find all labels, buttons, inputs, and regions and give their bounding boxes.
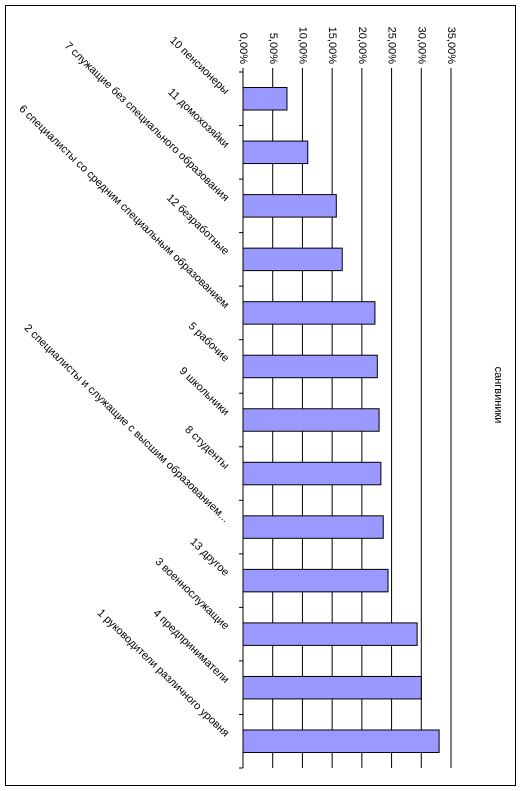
y-tick-label: 25,00%: [386, 27, 398, 65]
bar: [242, 194, 337, 218]
bar: [242, 622, 418, 646]
x-tick-label: 8 студенты: [182, 424, 231, 472]
bar: [242, 515, 384, 539]
bar: [242, 461, 382, 486]
y-tick-label: 15,00%: [326, 27, 338, 65]
x-tick-label: 9 школьники: [177, 365, 231, 418]
bar: [242, 675, 422, 700]
bar: [242, 301, 376, 325]
y-tick-label: 30,00%: [415, 27, 427, 65]
y-tick-label: 20,00%: [356, 27, 368, 65]
bar: [242, 408, 380, 432]
bar: [242, 729, 440, 753]
y-tick-label: 35,00%: [445, 27, 457, 65]
y-tick-label: 10,00%: [297, 27, 309, 65]
bar: [242, 87, 288, 111]
y-tick-label: 0,00%: [237, 33, 249, 64]
y-tick-label: 5,00%: [267, 33, 279, 64]
x-tick-label: 5 рабочие: [186, 320, 231, 364]
bar: [242, 140, 309, 165]
chart-title: сангвиники: [492, 367, 504, 424]
x-tick-label: 2 специалисты и служащие с высшим образо…: [22, 322, 232, 525]
bar: [242, 354, 378, 379]
bar: [242, 568, 389, 593]
frame: [5, 5, 516, 786]
x-tick-label: 6 специалисты со средним специальным обр…: [16, 103, 231, 311]
bar: [242, 247, 343, 272]
x-tick-label: 13 другое: [188, 536, 232, 579]
x-tick-label: 10 пенсионеры: [167, 35, 231, 97]
